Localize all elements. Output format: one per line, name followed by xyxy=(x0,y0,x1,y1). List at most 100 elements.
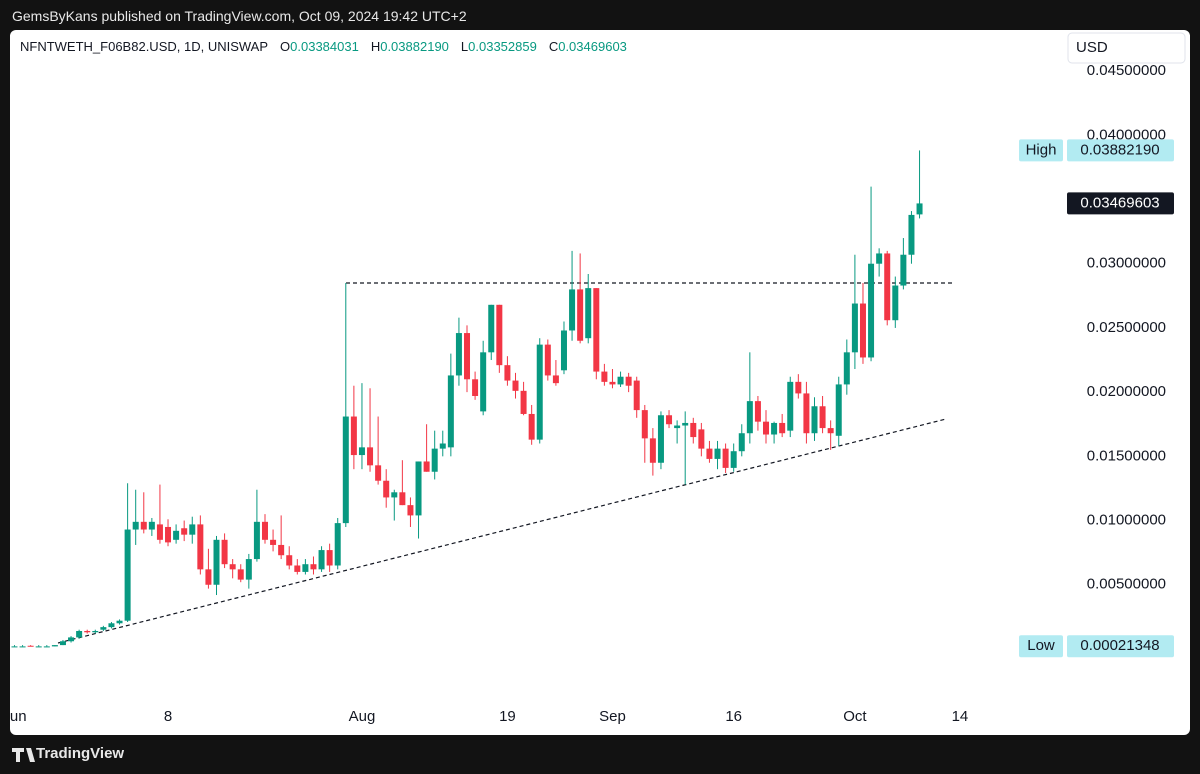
candle-body xyxy=(585,288,592,339)
legend-text: NFNTWETH_F06B82.USD, 1D, UNISWAP xyxy=(20,39,269,54)
candle-body xyxy=(666,415,673,425)
candle-body xyxy=(165,526,172,543)
candle-body xyxy=(350,416,357,456)
candle-body xyxy=(779,422,786,434)
candle-body xyxy=(464,333,471,380)
candle-body xyxy=(512,380,519,391)
candle-body xyxy=(237,569,244,580)
candle-body xyxy=(173,530,180,540)
candle-body xyxy=(698,429,705,449)
candle-body xyxy=(439,443,446,449)
candle-body xyxy=(536,344,543,440)
plot-area xyxy=(11,150,952,648)
candle-body xyxy=(641,410,648,439)
x-axis: Jun 8 Aug 19 Sep 16 Oct 14 xyxy=(10,708,968,725)
candle-body xyxy=(617,376,624,385)
candle-body xyxy=(763,421,770,435)
candle-body xyxy=(342,416,349,524)
candle-body xyxy=(383,480,390,498)
candle-body xyxy=(520,390,527,414)
price-badge xyxy=(1067,192,1174,215)
candle-body xyxy=(35,646,42,648)
candle-body xyxy=(811,406,818,434)
y-tick-label: 0.04000000 xyxy=(1087,126,1166,143)
candle-body xyxy=(19,646,26,648)
price-badge-text: 0.03469603 xyxy=(1080,194,1159,211)
candle-body xyxy=(819,406,826,429)
candle-body xyxy=(472,379,479,396)
candle-body xyxy=(528,413,535,440)
candle-body xyxy=(334,523,341,566)
candle-body xyxy=(375,465,382,481)
candle-body xyxy=(569,289,576,331)
candle-body xyxy=(593,288,600,372)
candle-body xyxy=(746,401,753,434)
candle-body xyxy=(407,505,414,516)
candle-body xyxy=(59,641,66,646)
candle-body xyxy=(480,352,487,412)
candle-body xyxy=(754,401,761,422)
price-badge xyxy=(1067,139,1174,162)
legend-text: 0.03352859 xyxy=(468,39,537,54)
candle-body xyxy=(771,422,778,435)
candle-body xyxy=(68,637,75,642)
candle-body xyxy=(100,627,107,630)
candle-body xyxy=(270,539,277,545)
x-tick-label: Oct xyxy=(843,708,867,725)
candle-body xyxy=(876,253,883,264)
legend-text: C xyxy=(548,39,559,54)
candle-body xyxy=(76,630,83,638)
candle-body xyxy=(455,333,462,376)
candle-body xyxy=(205,569,212,585)
candle-body xyxy=(318,550,325,570)
candle-body xyxy=(108,623,115,628)
candle-body xyxy=(84,630,91,633)
price-badge-text: 0.03882190 xyxy=(1080,141,1159,158)
candle-body xyxy=(625,376,632,386)
candle-body xyxy=(11,646,18,648)
y-tick-label: 0.01000000 xyxy=(1087,512,1166,529)
candle-body xyxy=(245,559,252,580)
candle-body xyxy=(326,550,333,566)
candle-body xyxy=(859,303,866,358)
legend-text: 0.03882190 xyxy=(380,39,449,54)
footer-brand: TradingView xyxy=(36,745,125,762)
x-tick-label: 8 xyxy=(164,708,172,725)
price-badge-text: 0.00021348 xyxy=(1080,637,1159,654)
candle-body xyxy=(649,438,656,463)
candle-body xyxy=(261,521,268,540)
y-tick-label: 0.02500000 xyxy=(1087,319,1166,336)
candle-body xyxy=(391,492,398,498)
candle-body xyxy=(488,304,495,353)
candle-body xyxy=(544,344,551,376)
currency: USD xyxy=(1076,39,1108,56)
candle-body xyxy=(92,630,99,633)
candle-body xyxy=(221,539,228,565)
candle-body xyxy=(560,330,567,371)
currency-button[interactable] xyxy=(1067,32,1186,64)
candle-body xyxy=(124,529,131,621)
candle-body xyxy=(447,375,454,448)
candle-body xyxy=(116,620,123,624)
legend-text: H xyxy=(370,39,381,54)
candle-body xyxy=(577,289,584,341)
x-tick-label: 16 xyxy=(725,708,742,725)
candle-body xyxy=(423,461,430,472)
y-tick-label: 0.02000000 xyxy=(1087,383,1166,400)
y-tick-label: 0.01500000 xyxy=(1087,447,1166,464)
legend-text: L xyxy=(460,39,469,54)
badge-tag xyxy=(1019,635,1063,658)
candle-body xyxy=(197,524,204,570)
candle-body xyxy=(294,565,301,572)
candle-body xyxy=(286,555,293,566)
candle-body xyxy=(908,214,915,255)
candle-body xyxy=(843,352,850,385)
trend-line xyxy=(57,418,947,644)
badge-tag-text: Low xyxy=(1027,637,1055,654)
candle-body xyxy=(892,285,899,321)
candle-body xyxy=(181,528,188,535)
candle-body xyxy=(496,304,503,366)
candle-body xyxy=(674,425,681,429)
